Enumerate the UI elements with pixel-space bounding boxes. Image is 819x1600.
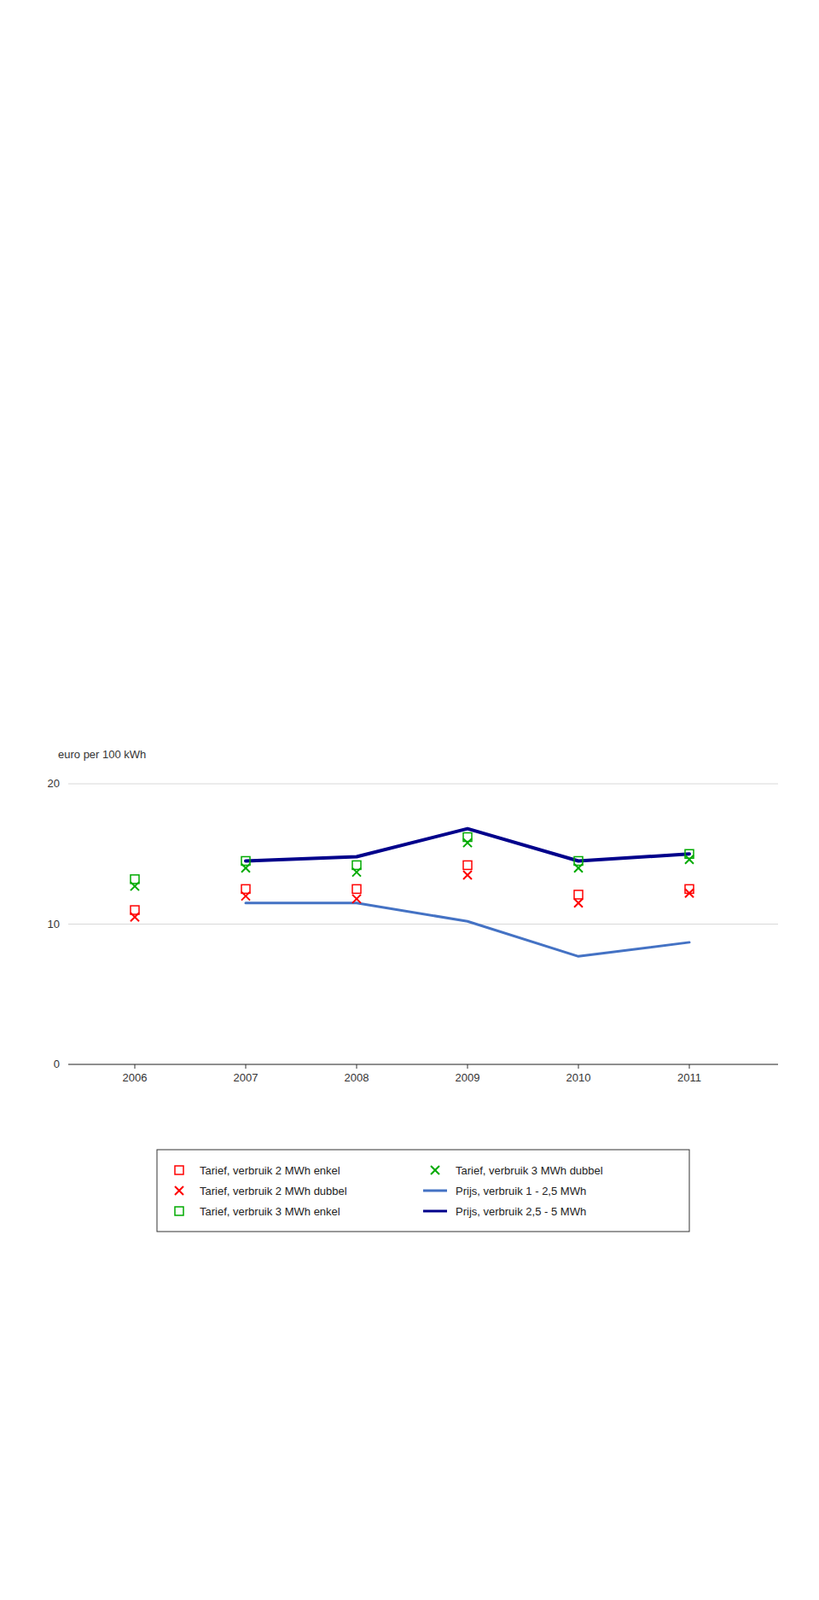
x-tick-label: 2010 — [566, 1071, 592, 1085]
x-tick — [245, 1064, 247, 1069]
grid-line — [68, 784, 779, 785]
grid-line — [68, 1064, 779, 1066]
data-point — [463, 838, 472, 848]
data-point — [352, 894, 361, 904]
data-point — [574, 864, 583, 873]
markers — [130, 833, 694, 923]
legend-label: Prijs, verbruik 1 - 2,5 MWh — [455, 1184, 587, 1198]
data-point — [241, 892, 250, 901]
data-point — [463, 860, 472, 870]
series-line — [245, 829, 690, 862]
y-axis: 0 10 20 — [47, 777, 60, 1071]
x-axis: 2006 2007 2008 2009 2010 2011 — [68, 1064, 779, 1085]
grid — [68, 784, 779, 1065]
legend-label: Tarief, verbruik 3 MWh enkel — [199, 1205, 341, 1219]
data-point — [352, 868, 361, 878]
series-line — [245, 903, 690, 958]
data-point — [685, 855, 694, 865]
x-axis-line — [68, 1064, 779, 1066]
x-tick-label: 2006 — [122, 1071, 148, 1085]
x-tick — [134, 1064, 136, 1069]
legend-swatch — [174, 1186, 184, 1196]
data-point — [574, 899, 583, 908]
y-axis-label: euro per 100 kWh — [58, 748, 146, 761]
y-tick-label: 20 — [47, 777, 60, 790]
legend-frame — [156, 1150, 690, 1232]
y-tick-label: 0 — [53, 1057, 60, 1071]
data-point — [685, 888, 694, 898]
legend-swatch — [174, 1207, 184, 1216]
chart-svg: 0 10 20 euro per 100 kWh 2006 2007 2008 2009 201… — [0, 0, 819, 1600]
x-tick-label: 2011 — [677, 1071, 702, 1085]
legend-swatch — [423, 1190, 448, 1193]
plot-area — [130, 829, 694, 958]
grid-line — [68, 923, 779, 925]
data-point — [463, 871, 472, 880]
data-point — [130, 882, 140, 891]
data-point — [241, 864, 250, 873]
legend-label: Tarief, verbruik 2 MWh enkel — [199, 1164, 341, 1178]
x-tick-label: 2008 — [344, 1071, 370, 1085]
x-tick — [356, 1064, 358, 1069]
chart-container: 0 10 20 euro per 100 kWh 2006 2007 2008 2009 201… — [0, 0, 819, 1600]
legend-swatch — [174, 1166, 184, 1175]
x-tick — [689, 1064, 691, 1069]
data-point — [574, 890, 583, 900]
data-point — [352, 884, 361, 894]
x-tick — [467, 1064, 469, 1069]
y-tick-label: 10 — [47, 917, 60, 931]
legend-swatch — [430, 1166, 440, 1175]
legend-swatch — [423, 1210, 448, 1214]
legend-label: Tarief, verbruik 2 MWh dubbel — [199, 1184, 348, 1198]
data-point — [130, 912, 140, 922]
legend-label: Tarief, verbruik 3 MWh dubbel — [455, 1164, 604, 1178]
data-point — [685, 884, 694, 894]
lines — [245, 829, 690, 958]
x-tick — [578, 1064, 580, 1069]
x-tick-label: 2009 — [455, 1071, 481, 1085]
x-tick-label: 2007 — [233, 1071, 259, 1085]
legend-label: Prijs, verbruik 2,5 - 5 MWh — [455, 1205, 587, 1219]
legend: Tarief, verbruik 2 MWh enkel Tarief, verb… — [156, 1150, 690, 1232]
